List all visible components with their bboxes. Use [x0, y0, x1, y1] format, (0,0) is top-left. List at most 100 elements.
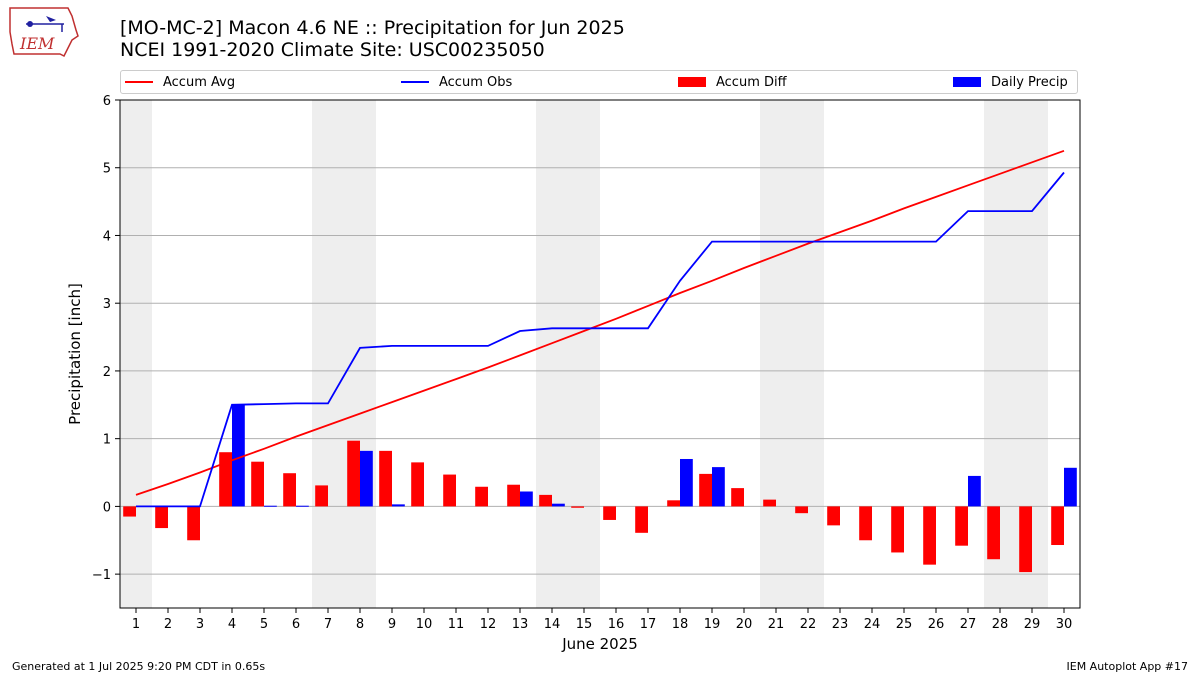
accum-diff-bar-day-7	[315, 485, 328, 507]
legend-swatch-daily-precip	[953, 77, 981, 87]
x-tick-label: 22	[800, 617, 817, 632]
generated-note: Generated at 1 Jul 2025 9:20 PM CDT in 0…	[12, 660, 266, 673]
x-tick-label: 25	[896, 617, 913, 632]
weekend-shade-day-8	[344, 100, 376, 608]
y-tick-label: −1	[92, 568, 111, 583]
x-tick-label: 10	[416, 617, 433, 632]
x-tick-label: 7	[324, 617, 332, 632]
accum-diff-bar-day-1	[123, 506, 136, 517]
daily-precip-bar-day-5	[264, 505, 277, 507]
x-tick-label: 28	[992, 617, 1009, 632]
x-axis-label: June 2025	[561, 635, 638, 653]
y-tick-label: 3	[103, 297, 111, 312]
daily-precip-bar-day-8	[360, 450, 373, 507]
accum-diff-bar-day-18	[667, 500, 680, 507]
accum-diff-bar-day-14	[539, 494, 552, 507]
daily-precip-bar-day-18	[680, 458, 693, 507]
x-tick-label: 2	[164, 617, 172, 632]
accum-diff-bar-day-21	[763, 499, 776, 507]
y-tick-label: 5	[103, 162, 111, 177]
x-tick-label: 21	[768, 617, 785, 632]
weekend-shade-day-1	[120, 100, 152, 608]
y-tick-label: 0	[103, 500, 111, 515]
x-tick-label: 16	[608, 617, 625, 632]
accum-diff-bar-day-17	[635, 506, 648, 533]
accum-diff-bar-day-30	[1051, 506, 1064, 546]
legend-label-accum-avg: Accum Avg	[163, 74, 236, 90]
weekend-shade-day-14	[536, 100, 568, 608]
x-tick-label: 11	[448, 617, 465, 632]
x-tick-label: 4	[228, 617, 236, 632]
chart-subtitle: NCEI 1991-2020 Climate Site: USC00235050	[120, 39, 545, 61]
accum-diff-bar-day-2	[155, 506, 168, 529]
accum-diff-bar-day-9	[379, 450, 392, 507]
accum-diff-bar-day-11	[443, 474, 456, 507]
accum-diff-bar-day-23	[827, 506, 840, 526]
iem-logo: IEM	[9, 7, 79, 58]
svg-text:IEM: IEM	[19, 34, 55, 53]
y-tick-label: 2	[103, 365, 111, 380]
legend-label-accum-obs: Accum Obs	[439, 74, 513, 90]
accum-diff-bar-day-19	[699, 473, 712, 507]
x-tick-label: 3	[196, 617, 204, 632]
legend-swatch-accum-avg	[125, 81, 153, 83]
accum-obs-line	[136, 171, 1065, 508]
x-tick-label: 15	[576, 617, 593, 632]
y-tick-label: 6	[103, 94, 111, 109]
accum-diff-bar-day-10	[411, 462, 424, 507]
accum-diff-bar-day-16	[603, 506, 616, 520]
daily-precip-bar-day-6	[296, 505, 309, 507]
x-tick-label: 12	[480, 617, 497, 632]
legend-item-daily-precip: Daily Precip	[953, 71, 1068, 93]
accum-diff-bar-day-24	[859, 506, 872, 541]
daily-precip-bar-day-9	[392, 504, 405, 507]
x-tick-label: 17	[640, 617, 657, 632]
legend-item-accum-avg: Accum Avg	[125, 71, 235, 93]
daily-precip-bar-day-30	[1064, 467, 1077, 507]
accum-diff-bar-day-5	[251, 461, 264, 507]
accum-diff-bar-day-8	[347, 440, 360, 507]
x-tick-label: 13	[512, 617, 529, 632]
daily-precip-bar-day-19	[712, 467, 725, 507]
accum-diff-bar-day-25	[891, 506, 904, 553]
legend-label-daily-precip: Daily Precip	[991, 74, 1068, 90]
x-tick-label: 9	[388, 617, 396, 632]
accum-diff-bar-day-22	[795, 506, 808, 514]
chart-title: [MO-MC-2] Macon 4.6 NE :: Precipitation …	[120, 17, 625, 39]
daily-precip-bar-day-4	[232, 404, 245, 507]
x-tick-label: 27	[960, 617, 977, 632]
accum-diff-bar-day-3	[187, 506, 200, 541]
x-tick-label: 23	[832, 617, 849, 632]
x-tick-label: 19	[704, 617, 721, 632]
app-note: IEM Autoplot App #17	[1066, 660, 1189, 673]
x-tick-label: 6	[292, 617, 300, 632]
x-tick-label: 18	[672, 617, 689, 632]
accum-diff-bar-day-4	[219, 452, 232, 507]
weekend-shade-day-22	[792, 100, 824, 608]
accum-diff-bar-day-26	[923, 506, 936, 565]
weekend-shade-day-7	[312, 100, 344, 608]
x-tick-label: 14	[544, 617, 561, 632]
x-tick-label: 26	[928, 617, 945, 632]
plot-frame	[119, 99, 1081, 609]
y-tick-label: 1	[103, 433, 111, 448]
y-tick-label: 4	[103, 229, 111, 244]
daily-precip-bar-day-14	[552, 503, 565, 507]
x-tick-label: 1	[132, 617, 140, 632]
x-tick-label: 29	[1024, 617, 1041, 632]
x-tick-label: 30	[1056, 617, 1073, 632]
legend-swatch-accum-diff	[678, 77, 706, 87]
legend-item-accum-obs: Accum Obs	[401, 71, 512, 93]
chart-legend: Accum Avg Accum Obs Accum Diff Daily Pre…	[120, 70, 1078, 94]
weekend-shade-day-21	[760, 100, 792, 608]
accum-diff-bar-day-29	[1019, 506, 1032, 573]
x-tick-label: 8	[356, 617, 364, 632]
daily-precip-bar-day-27	[968, 475, 981, 507]
accum-avg-line	[135, 149, 1065, 496]
accum-diff-bar-day-27	[955, 506, 968, 546]
accum-diff-bar-day-13	[507, 484, 520, 507]
accum-diff-bar-day-20	[731, 488, 744, 507]
accum-diff-bar-day-15	[571, 506, 584, 508]
accum-diff-bar-day-6	[283, 473, 296, 507]
